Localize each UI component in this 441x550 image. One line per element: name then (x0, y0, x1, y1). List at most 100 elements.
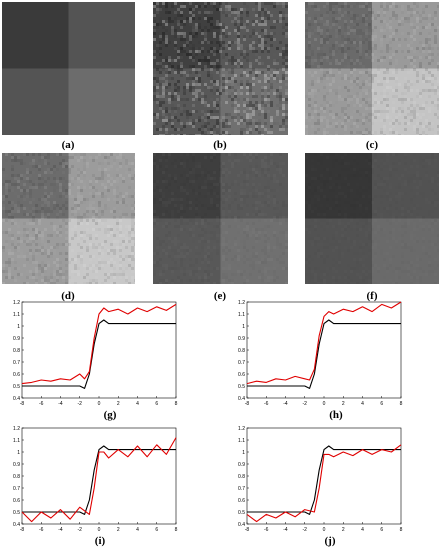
quadrant-tr (68, 153, 135, 219)
y-tick-label: 1.2 (238, 426, 245, 432)
panel-label-b: (b) (213, 139, 227, 151)
quadrant-tl (153, 2, 221, 69)
quadrant-br (372, 218, 439, 284)
panel-label-h: (h) (329, 409, 343, 421)
quadrant-br (68, 218, 135, 284)
x-tick-label: 4 (361, 527, 364, 533)
x-tick-label: -4 (58, 527, 63, 533)
x-tick-label: -8 (20, 401, 25, 407)
x-tick-label: -2 (78, 527, 83, 533)
image-c (305, 2, 440, 137)
y-tick-label: 1.2 (13, 426, 20, 432)
quadrant-tr (220, 153, 288, 219)
quadrant-bl (2, 218, 69, 284)
noise-texture (153, 2, 288, 137)
plot-frame (246, 427, 402, 525)
y-tick-label: 1.2 (238, 300, 245, 306)
x-tick-label: -6 (264, 527, 269, 533)
y-tick-label: 1.1 (238, 312, 245, 318)
image-b (153, 2, 288, 137)
plot-j: 0.4 0.5 0.6 0.7 0.8 0.9 1 1.1 1.2 -8 -6 -4 -2 0 2 4 6 8 (238, 426, 403, 533)
x-tick-label: 8 (400, 527, 403, 533)
x-tick-label: 2 (117, 527, 120, 533)
y-tick-label: 1.2 (13, 300, 20, 306)
x-tick-label: 4 (136, 527, 139, 533)
y-tick-label: 1.1 (238, 438, 245, 444)
image-a (2, 2, 135, 135)
y-tick-label: 0.8 (13, 474, 20, 480)
x-tick-label: 4 (136, 401, 139, 407)
y-tick-label: 0.9 (13, 336, 20, 342)
y-tick-label: 0.5 (13, 384, 20, 390)
series-line-estimate (246, 444, 402, 523)
y-tick-label: 0.9 (238, 336, 245, 342)
y-tick-label: 0.7 (13, 360, 20, 366)
quadrant-tr (372, 153, 439, 219)
noise-texture (2, 153, 137, 285)
noise-texture (305, 2, 440, 137)
y-tick-label: 0.7 (13, 486, 20, 492)
x-tick-label: 0 (323, 527, 326, 533)
y-tick-label: 0.7 (238, 360, 245, 366)
x-tick-label: 8 (175, 527, 178, 533)
panel-label-d: (d) (61, 290, 75, 302)
x-tick-label: 4 (361, 401, 364, 407)
x-tick-label: -4 (283, 527, 288, 533)
plot-panel-g: 0.4 0.5 0.6 0.7 0.8 0.9 1 1.1 1.2 -8 -6 -4 -2 0 2 4 6 8 (8, 298, 180, 410)
series-line-estimate (21, 303, 177, 385)
x-tick-label: 6 (380, 527, 383, 533)
plot-i: 0.4 0.5 0.6 0.7 0.8 0.9 1 1.1 1.2 -8 -6 -4 -2 0 2 4 6 8 (13, 426, 178, 533)
x-tick-label: 8 (175, 401, 178, 407)
y-tick-label: 0.5 (13, 510, 20, 516)
quadrant-tl (2, 153, 69, 219)
y-tick-label: 1 (17, 324, 20, 330)
y-tick-label: 0.5 (238, 510, 245, 516)
quadrant-tr (68, 2, 135, 69)
x-tick-label: 0 (323, 401, 326, 407)
x-tick-label: -4 (283, 401, 288, 407)
series-line-estimate (246, 301, 402, 385)
quadrant-tr (220, 2, 288, 69)
quadrant-bl (305, 218, 372, 284)
y-tick-label: 0.4 (238, 522, 245, 528)
quadrant-tl (305, 153, 372, 219)
quadrant-bl (153, 218, 221, 284)
series-line-reference (247, 445, 401, 515)
noise-texture (153, 153, 285, 282)
x-tick-label: 6 (380, 401, 383, 407)
x-tick-label: 6 (155, 401, 158, 407)
quadrant-bl (305, 68, 372, 135)
y-tick-label: 0.9 (238, 462, 245, 468)
quadrant-tr (372, 2, 439, 69)
y-tick-label: 0.8 (238, 474, 245, 480)
y-tick-label: 0.4 (13, 522, 20, 528)
y-tick-label: 1 (17, 450, 20, 456)
x-tick-label: -2 (78, 401, 83, 407)
quadrant-br (220, 218, 288, 284)
series-line-reference (22, 319, 176, 389)
plot-panel-h: 0.4 0.5 0.6 0.7 0.8 0.9 1 1.1 1.2 -8 -6 -4 -2 0 2 4 6 8 (233, 298, 405, 410)
image-panel-f (305, 153, 439, 284)
image-panel-b (153, 2, 288, 137)
x-tick-label: 2 (117, 401, 120, 407)
series-line-estimate (21, 437, 177, 523)
panel-label-c: (c) (365, 139, 379, 151)
x-tick-label: 6 (155, 527, 158, 533)
y-tick-label: 0.8 (13, 348, 20, 354)
quadrant-bl (2, 68, 69, 135)
x-tick-label: -2 (303, 527, 308, 533)
image-panel-e (153, 153, 288, 284)
image-panel-a (2, 2, 135, 135)
series-line-reference (247, 319, 401, 389)
y-tick-label: 0.4 (238, 396, 245, 402)
panel-label-j: (j) (324, 535, 336, 547)
plot-h: 0.4 0.5 0.6 0.7 0.8 0.9 1 1.1 1.2 -8 -6 -4 -2 0 2 4 6 8 (238, 300, 403, 407)
plot-panel-i: 0.4 0.5 0.6 0.7 0.8 0.9 1 1.1 1.2 -8 -6 -4 -2 0 2 4 6 8 (8, 424, 180, 536)
plot-frame (21, 301, 177, 399)
panel-label-f: (f) (366, 290, 378, 302)
quadrant-br (220, 68, 288, 135)
y-tick-label: 0.6 (13, 372, 20, 378)
y-tick-label: 0.9 (13, 462, 20, 468)
y-tick-label: 0.6 (238, 498, 245, 504)
y-tick-label: 0.4 (13, 396, 20, 402)
